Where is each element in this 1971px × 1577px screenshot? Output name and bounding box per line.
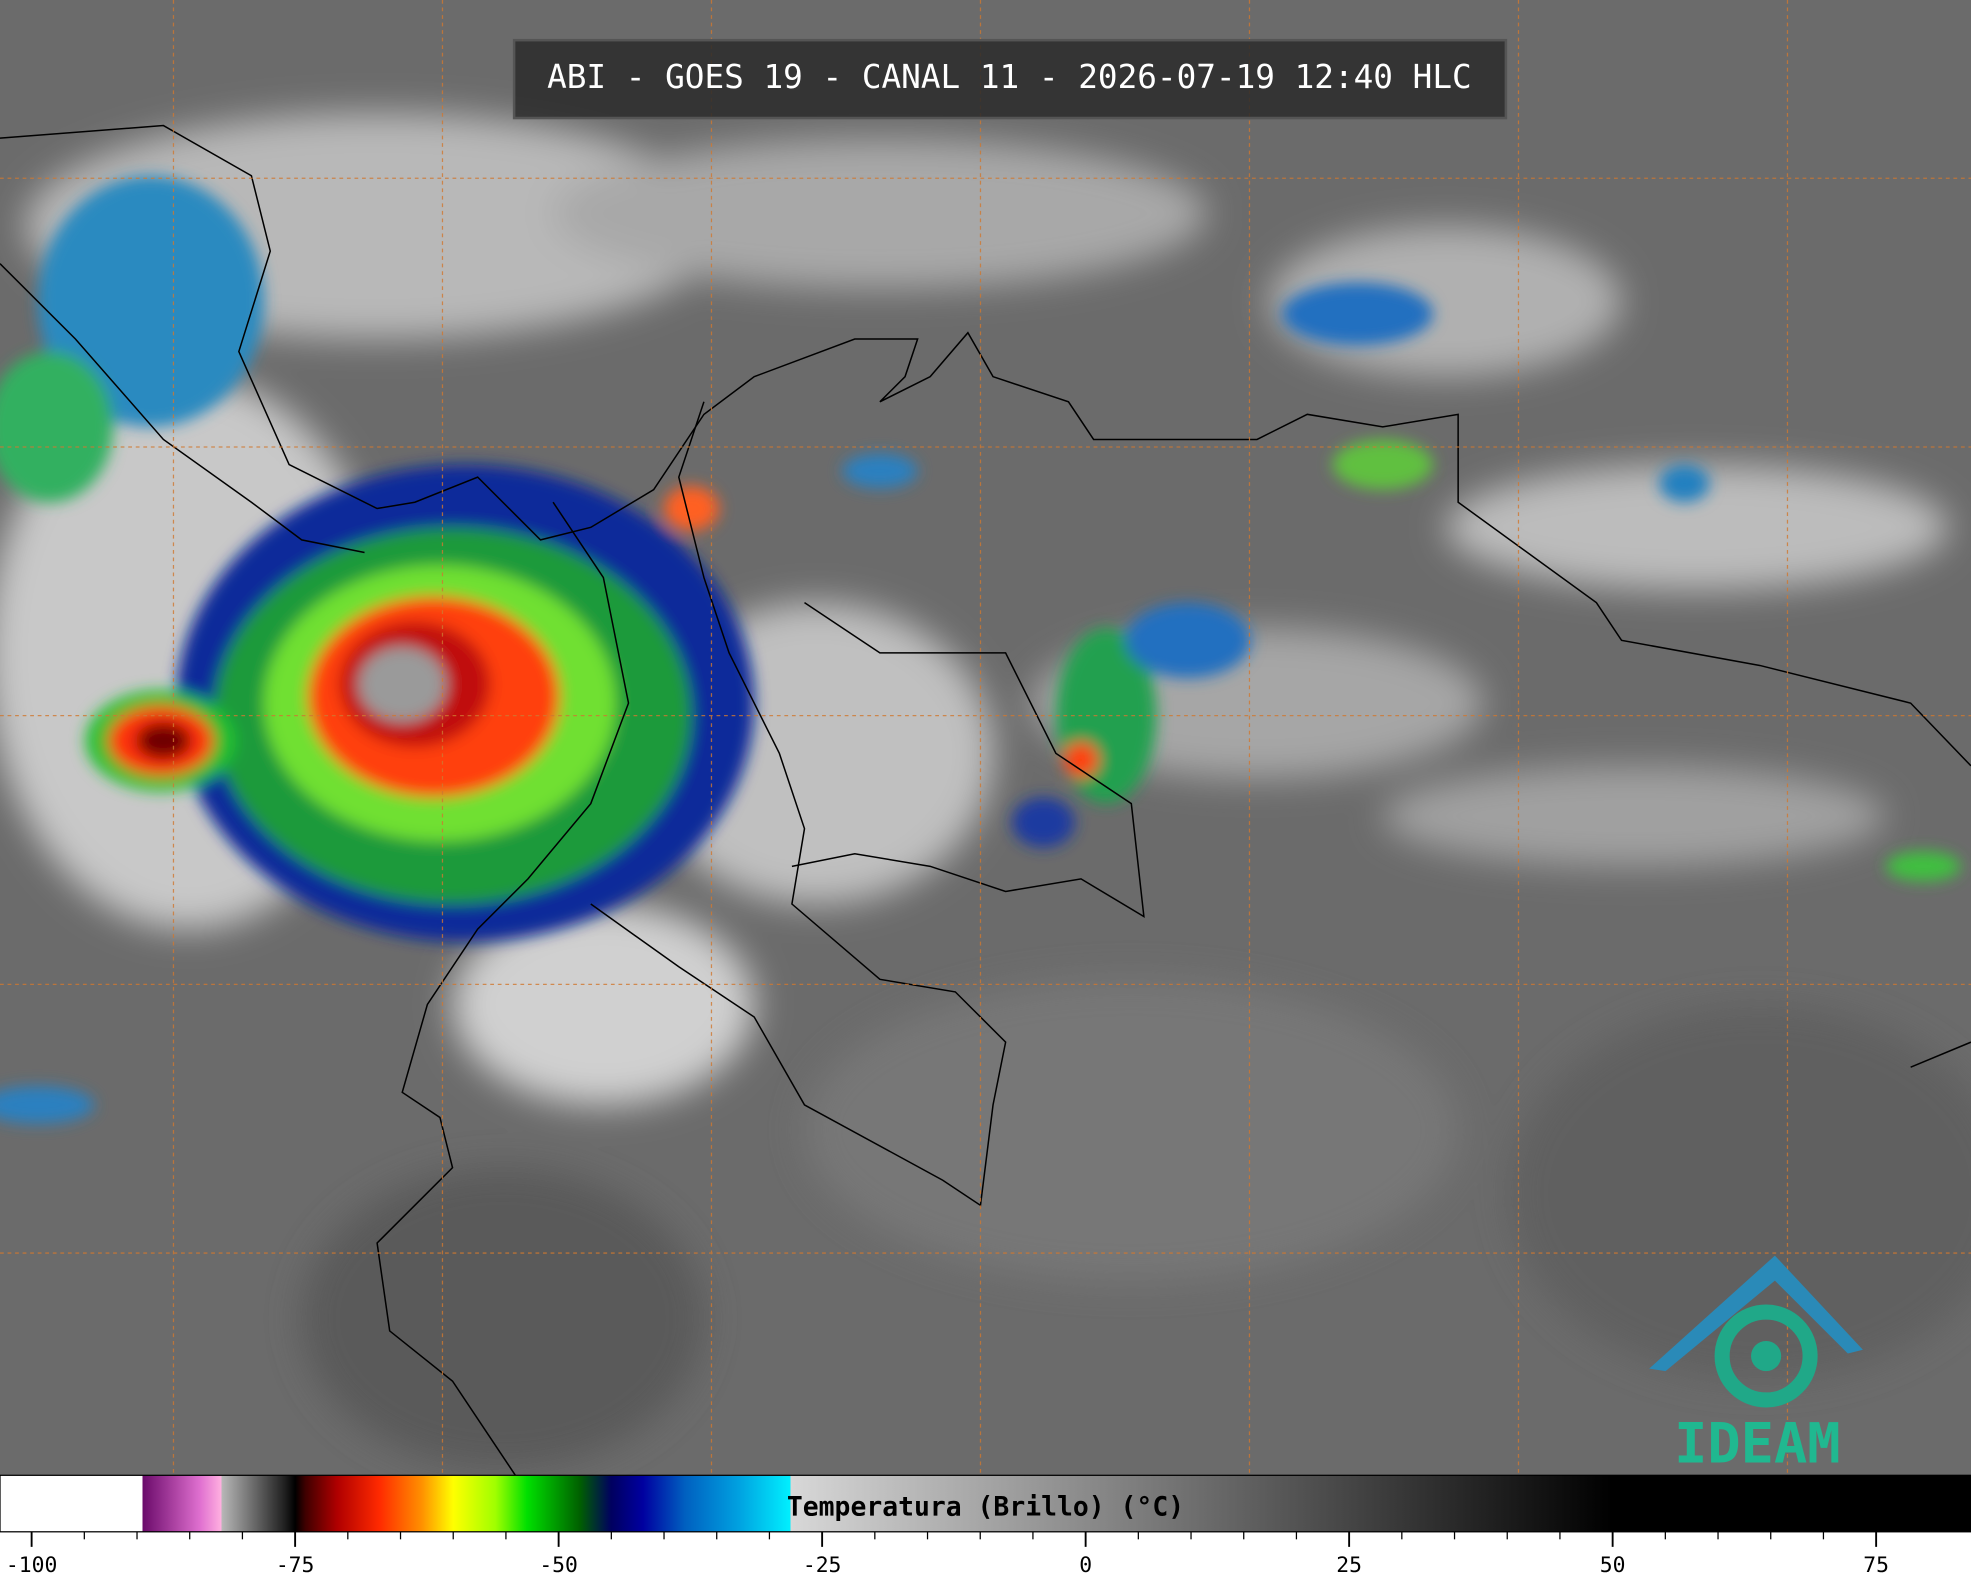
coastlines (0, 124, 1971, 1476)
tick-label: 0 (1079, 1553, 1092, 1577)
tick-label: 50 (1600, 1553, 1626, 1577)
colorbar-axis: -100 -75 -50 -25 0 25 50 75 (6, 1531, 1889, 1577)
tick-label: -100 (6, 1553, 57, 1577)
title-box (512, 38, 1508, 120)
ideam-logo: IDEAM (1649, 1255, 1863, 1477)
tick-label: 75 (1863, 1553, 1889, 1577)
tick-label: -25 (803, 1553, 842, 1577)
colorbar (0, 1474, 1971, 1533)
tick-label: 25 (1336, 1553, 1362, 1577)
tick-label: -75 (276, 1553, 315, 1577)
logo-text: IDEAM (1674, 1413, 1840, 1477)
tick-label: -50 (539, 1553, 578, 1577)
title: ABI - GOES 19 - CANAL 11 - 2026-07-19 12… (547, 58, 1472, 96)
graticule (0, 0, 1971, 1476)
colorbar-label: Temperatura (Brillo) (°C) (787, 1492, 1184, 1522)
